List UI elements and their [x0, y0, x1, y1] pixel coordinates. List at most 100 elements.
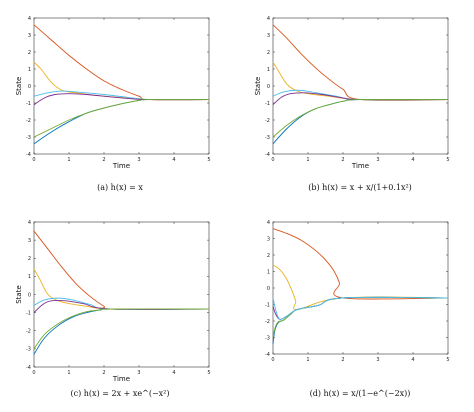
x-tick-label: 0 — [271, 357, 274, 363]
y-tick-label: 3 — [267, 236, 270, 242]
series-line-5 — [33, 308, 210, 355]
y-tick-label: -4 — [26, 365, 31, 371]
y-tick-label: -3 — [265, 135, 270, 141]
x-tick-label: 3 — [137, 370, 140, 376]
y-tick-label: 3 — [28, 238, 31, 244]
panel-caption: (c) h(x) = 2x + xe^(−x²) — [71, 389, 170, 398]
series-line-1 — [272, 228, 449, 300]
x-tick-label: 5 — [207, 370, 210, 376]
series-line-5 — [33, 99, 210, 145]
y-tick-label: -2 — [26, 329, 31, 335]
series-line-5 — [272, 99, 449, 145]
series-line-6 — [272, 99, 449, 138]
y-tick-label: -3 — [26, 135, 31, 141]
x-tick-label: 4 — [411, 157, 414, 163]
x-tick-label: 1 — [306, 357, 309, 363]
plot-frame — [33, 221, 210, 368]
series-line-4 — [272, 92, 449, 106]
x-tick-label: 1 — [306, 157, 309, 163]
y-tick-label: -4 — [265, 352, 270, 358]
y-axis-label: State — [15, 285, 23, 304]
x-axis-label: Time — [351, 162, 369, 170]
x-axis-label: Time — [112, 162, 130, 170]
y-tick-label: 1 — [28, 67, 31, 73]
x-tick-label: 2 — [341, 357, 344, 363]
x-tick-label: 5 — [446, 157, 449, 163]
plot-frame — [33, 17, 210, 155]
y-tick-label: 0 — [267, 286, 270, 292]
plot-frame — [272, 17, 449, 155]
x-tick-label: 1 — [67, 370, 70, 376]
panel-caption: (d) h(x) = x/(1−e^(−2x)) — [310, 389, 411, 398]
y-tick-label: 4 — [267, 220, 270, 226]
plot-frame — [272, 221, 449, 355]
series-line-5 — [272, 296, 449, 338]
y-tick-label: -1 — [265, 302, 270, 308]
series-line-3 — [272, 296, 449, 320]
y-tick-label: -2 — [265, 118, 270, 124]
series-line-6 — [33, 308, 210, 350]
y-tick-label: 2 — [267, 50, 270, 56]
x-tick-label: 0 — [32, 157, 35, 163]
y-tick-label: 0 — [28, 292, 31, 298]
series-line-3 — [33, 297, 210, 310]
series-line-1 — [33, 24, 210, 101]
x-tick-label: 5 — [446, 357, 449, 363]
y-tick-label: -1 — [26, 310, 31, 316]
y-tick-label: -2 — [265, 319, 270, 325]
y-tick-label: -4 — [26, 152, 31, 158]
series-line-2 — [272, 61, 449, 101]
y-tick-label: 1 — [28, 274, 31, 280]
x-tick-label: 0 — [271, 157, 274, 163]
panel-caption: (a) h(x) = x — [97, 183, 143, 192]
y-tick-label: -1 — [265, 101, 270, 107]
y-tick-label: 2 — [267, 253, 270, 259]
x-tick-label: 2 — [102, 370, 105, 376]
y-tick-label: -3 — [265, 335, 270, 341]
y-tick-label: 0 — [28, 84, 31, 90]
x-tick-label: 4 — [172, 157, 175, 163]
y-tick-label: 1 — [267, 269, 270, 275]
series-line-2 — [272, 264, 449, 310]
y-tick-label: 1 — [267, 67, 270, 73]
y-tick-label: 3 — [28, 33, 31, 39]
y-tick-label: -2 — [26, 118, 31, 124]
y-tick-label: 4 — [28, 220, 31, 226]
series-line-4 — [33, 299, 210, 313]
series-line-1 — [33, 230, 210, 310]
y-tick-label: 2 — [28, 256, 31, 262]
y-tick-label: 3 — [267, 33, 270, 39]
x-tick-label: 3 — [137, 157, 140, 163]
y-tick-label: -4 — [265, 152, 270, 158]
y-tick-label: -3 — [26, 347, 31, 353]
y-axis-label: State — [15, 77, 23, 96]
x-tick-label: 4 — [411, 357, 414, 363]
series-line-2 — [33, 268, 210, 310]
series-line-6 — [33, 99, 210, 138]
y-tick-label: -1 — [26, 101, 31, 107]
x-tick-label: 2 — [102, 157, 105, 163]
x-tick-label: 3 — [376, 157, 379, 163]
x-tick-label: 4 — [172, 370, 175, 376]
y-tick-label: 4 — [267, 16, 270, 22]
x-tick-label: 0 — [32, 370, 35, 376]
x-tick-label: 2 — [341, 157, 344, 163]
x-tick-label: 3 — [376, 357, 379, 363]
x-tick-label: 1 — [67, 157, 70, 163]
x-tick-label: 5 — [207, 157, 210, 163]
y-tick-label: 0 — [267, 84, 270, 90]
series-line-4 — [272, 296, 449, 345]
series-line-6 — [272, 296, 449, 320]
series-line-1 — [272, 24, 449, 101]
y-axis-label: State — [254, 77, 262, 96]
x-axis-label: Time — [112, 375, 130, 383]
y-tick-label: 4 — [28, 16, 31, 22]
series-line-3 — [33, 90, 210, 101]
y-tick-label: 2 — [28, 50, 31, 56]
panel-caption: (b) h(x) = x + x/(1+0.1x²) — [308, 183, 412, 192]
